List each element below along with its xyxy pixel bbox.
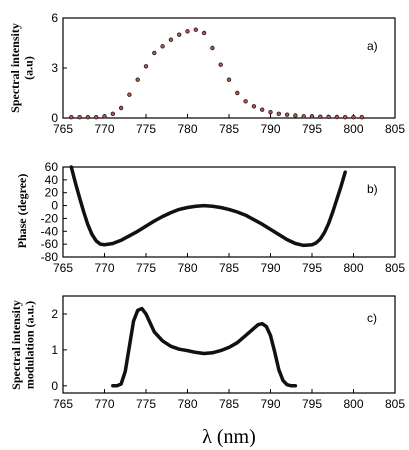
data-point (210, 45, 215, 51)
x-tick-label: 795 (302, 261, 322, 275)
data-point (160, 44, 165, 49)
data-point (102, 114, 107, 119)
x-tick-label: 800 (343, 261, 363, 275)
panel-label: b) (367, 182, 378, 196)
data-point (359, 114, 364, 120)
x-tick-label: 770 (94, 397, 114, 411)
series-line (111, 306, 298, 388)
y-axis-label-line: Spectral intensity (8, 23, 22, 113)
y-axis-label-line: (a.u) (22, 56, 36, 80)
data-point (185, 29, 190, 34)
y-tick-label: 6 (51, 11, 58, 25)
x-tick-label: 775 (136, 397, 156, 411)
data-point (251, 104, 257, 109)
data-point (284, 112, 290, 117)
data-point (351, 114, 356, 120)
x-tick-label: 780 (177, 261, 197, 275)
x-tick-label: 785 (219, 261, 239, 275)
y-axis-label: Spectral intensitymodulation (a.u.) (9, 300, 37, 390)
x-tick-label: 765 (53, 397, 73, 411)
y-tick-label: -20 (41, 211, 59, 225)
data-point (85, 114, 91, 120)
x-tick-label: 790 (260, 397, 280, 411)
series-line (69, 165, 347, 248)
panel-1: 765 770 775 780 785 790 795 800 805 0 3 6 Spectral i… (8, 11, 406, 136)
axes-frame (62, 295, 396, 394)
x-tick-label: 770 (94, 261, 114, 275)
x-tick-label: 805 (385, 261, 405, 275)
x-axis-label: λ (nm) (202, 426, 256, 448)
x-tick-label: 785 (219, 397, 239, 411)
data-point (152, 50, 157, 56)
axes-frame (62, 17, 396, 119)
y-tick-label: 2 (51, 307, 58, 321)
data-point (260, 107, 265, 112)
data-point (243, 99, 248, 104)
y-axis-label-line: modulation (a.u.) (23, 301, 37, 389)
y-tick-label: -60 (41, 237, 59, 251)
data-point (268, 109, 273, 115)
x-tick-label: 795 (302, 397, 322, 411)
x-tick-label: 805 (385, 397, 405, 411)
data-point (127, 92, 132, 97)
y-tick-label: 3 (51, 61, 58, 75)
panel-3: 765 770 775 780 785 790 795 800 805 0 1 2 Spectral i… (9, 295, 405, 448)
data-point (318, 114, 323, 119)
data-point (69, 114, 74, 120)
data-point (226, 77, 232, 82)
panel-2: 765 770 775 780 785 790 795 800 805 6040200-20-40… (15, 160, 405, 275)
data-point (168, 37, 174, 42)
y-tick-label: 40 (45, 173, 59, 187)
data-point (77, 114, 82, 120)
y-axis-label: Phase (degree) (15, 174, 29, 249)
y-tick-label: -80 (41, 250, 59, 264)
data-point (93, 114, 99, 120)
y-axis-label-line: Phase (degree) (15, 174, 29, 249)
y-tick-label: 0 (51, 111, 58, 125)
x-tick-label: 775 (136, 261, 156, 275)
x-tick-label: 780 (177, 397, 197, 411)
x-tick-label: 790 (260, 122, 280, 136)
x-tick-label: 790 (260, 261, 280, 275)
y-tick-label: 0 (51, 379, 58, 393)
data-point (301, 114, 306, 119)
x-tick-label: 765 (53, 122, 73, 136)
x-tick-label: 800 (343, 122, 363, 136)
data-point (309, 114, 315, 119)
y-tick-label: 0 (51, 199, 58, 213)
data-point (218, 62, 223, 67)
x-tick-label: 800 (343, 397, 363, 411)
y-tick-label: -40 (41, 224, 59, 238)
data-point (193, 27, 198, 32)
y-tick-label: 60 (45, 160, 59, 174)
x-tick-label: 770 (94, 122, 114, 136)
x-tick-label: 765 (53, 261, 73, 275)
y-tick-label: 20 (45, 186, 59, 200)
panel-label: a) (367, 39, 378, 53)
data-point (235, 90, 240, 96)
x-tick-label: 785 (219, 122, 239, 136)
x-tick-label: 775 (136, 122, 156, 136)
data-point (293, 113, 298, 118)
data-point (110, 111, 115, 117)
data-point (334, 114, 340, 120)
data-point (343, 114, 348, 120)
x-tick-label: 780 (177, 122, 197, 136)
y-tick-label: 1 (51, 343, 58, 357)
data-point (143, 64, 149, 69)
panel-label: c) (367, 311, 377, 325)
data-point (118, 105, 124, 111)
data-point (326, 114, 331, 120)
x-tick-label: 805 (385, 122, 405, 136)
data-point (135, 77, 140, 82)
y-axis-label-line: Spectral intensity (9, 300, 23, 390)
x-tick-label: 795 (302, 122, 322, 136)
data-point (276, 111, 281, 117)
y-axis-label: Spectral intensity(a.u) (8, 23, 36, 113)
data-point (201, 30, 207, 36)
data-point (176, 32, 182, 37)
